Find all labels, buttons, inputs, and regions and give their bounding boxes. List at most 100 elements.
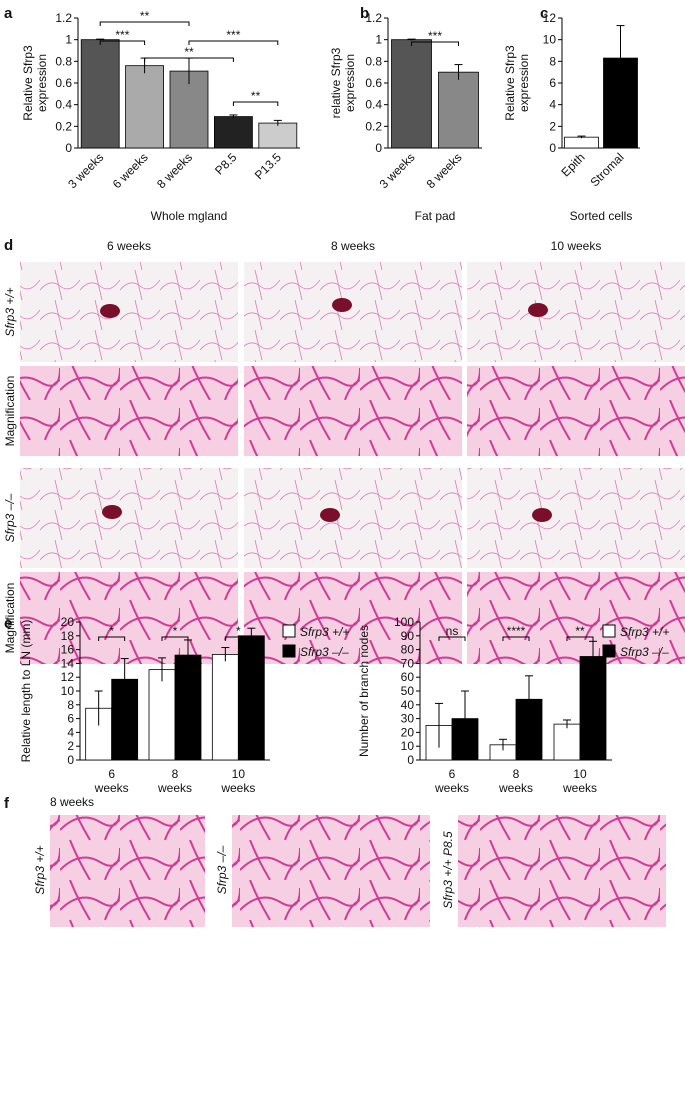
y-tick-label: 10 bbox=[61, 684, 75, 698]
legend-swatch bbox=[282, 644, 296, 658]
significance-label: *** bbox=[115, 28, 129, 42]
x-tick-label: Stromal bbox=[587, 150, 626, 189]
y-tick-label: 1.2 bbox=[55, 11, 72, 25]
y-tick-label: 12 bbox=[543, 11, 557, 25]
column-header: 8 weeks bbox=[331, 239, 375, 253]
y-axis-label: Relative Sfrp3expression bbox=[503, 45, 531, 121]
y-tick-label: 0 bbox=[67, 753, 74, 767]
x-tick-label: 6 weeks bbox=[94, 767, 129, 795]
x-axis-label: Fat pad bbox=[415, 209, 456, 223]
y-tick-label: 12 bbox=[61, 670, 75, 684]
x-tick-label: 3 weeks bbox=[65, 150, 106, 191]
micrograph bbox=[50, 815, 205, 927]
significance-bracket bbox=[98, 636, 126, 641]
significance-bracket bbox=[232, 101, 279, 106]
y-tick-label: 4 bbox=[67, 725, 74, 739]
lymph-node bbox=[528, 303, 548, 317]
y-tick-label: 0 bbox=[375, 141, 382, 155]
panel-label: f bbox=[4, 795, 10, 812]
lymph-node bbox=[320, 508, 340, 522]
significance-label: **** bbox=[507, 624, 526, 638]
significance-label: * bbox=[173, 624, 178, 638]
bar bbox=[80, 39, 120, 149]
significance-bracket bbox=[188, 40, 279, 45]
panel-label: e bbox=[4, 615, 12, 632]
significance-bracket bbox=[99, 40, 146, 45]
micrograph bbox=[467, 468, 685, 568]
bar bbox=[148, 669, 176, 761]
panel-label: a bbox=[4, 5, 13, 22]
significance-bracket bbox=[438, 636, 466, 641]
significance-bracket bbox=[99, 21, 190, 26]
y-tick-label: 1 bbox=[65, 33, 72, 47]
micrograph bbox=[467, 366, 685, 456]
y-tick-label: 90 bbox=[401, 629, 415, 643]
significance-label: * bbox=[109, 624, 114, 638]
x-tick-label: 8 weeks bbox=[157, 767, 192, 795]
y-axis-label: Relative Sfrp3expression bbox=[21, 45, 49, 121]
micrograph bbox=[20, 468, 238, 568]
y-tick-label: 0 bbox=[407, 753, 414, 767]
panel-label: b bbox=[360, 5, 369, 22]
column-header: 6 weeks bbox=[107, 239, 151, 253]
column-header: 10 weeks bbox=[551, 239, 602, 253]
y-tick-label: 8 bbox=[67, 698, 74, 712]
significance-label: * bbox=[236, 624, 241, 638]
x-tick-label: P13.5 bbox=[252, 150, 284, 182]
y-tick-label: 40 bbox=[401, 698, 415, 712]
y-tick-label: 20 bbox=[401, 725, 415, 739]
y-tick-label: 0.4 bbox=[365, 98, 382, 112]
y-tick-label: 18 bbox=[61, 629, 75, 643]
y-axis-label: relative Sfrp3expression bbox=[329, 47, 357, 118]
x-tick-label: 10 weeks bbox=[562, 767, 597, 795]
y-tick-label: 0.2 bbox=[365, 119, 382, 133]
y-tick-label: 30 bbox=[401, 712, 415, 726]
micrograph bbox=[244, 468, 462, 568]
y-tick-label: 0 bbox=[65, 141, 72, 155]
y-tick-label: 1.2 bbox=[365, 11, 382, 25]
legend-label: Sfrp3 –/– bbox=[620, 645, 669, 659]
lymph-node bbox=[100, 304, 120, 318]
x-tick-label: Epith bbox=[558, 150, 587, 179]
micrographs bbox=[20, 262, 685, 927]
bar bbox=[211, 654, 239, 761]
row-label: Magnification bbox=[3, 583, 17, 654]
y-tick-label: 10 bbox=[543, 33, 557, 47]
micrograph bbox=[20, 572, 238, 664]
significance-bracket bbox=[566, 636, 594, 641]
y-tick-label: 6 bbox=[549, 76, 556, 90]
significance-bracket bbox=[161, 636, 189, 641]
micrograph bbox=[458, 815, 666, 927]
y-tick-label: 0.6 bbox=[55, 76, 72, 90]
row-label: Sfrp3 +/+ bbox=[3, 287, 17, 336]
panel-label: d bbox=[4, 237, 13, 254]
y-axis-label: Relative length to LN (mm) bbox=[19, 620, 33, 763]
row-label: Magnification bbox=[3, 376, 17, 447]
y-tick-label: 2 bbox=[549, 119, 556, 133]
significance-bracket bbox=[502, 636, 530, 641]
lymph-node bbox=[532, 508, 552, 522]
legend-swatch bbox=[602, 644, 616, 658]
significance-bracket bbox=[224, 636, 252, 641]
significance-label: ** bbox=[140, 9, 150, 23]
x-tick-label: 8 weeks bbox=[154, 150, 195, 191]
bar bbox=[174, 654, 202, 761]
legend-label: Sfrp3 –/– bbox=[300, 645, 349, 659]
significance-bracket bbox=[144, 57, 234, 62]
significance-bracket bbox=[411, 41, 459, 46]
y-tick-label: 0 bbox=[549, 141, 556, 155]
y-tick-label: 16 bbox=[61, 643, 75, 657]
y-tick-label: 0.4 bbox=[55, 98, 72, 112]
micrograph bbox=[467, 262, 685, 362]
bar bbox=[258, 122, 298, 149]
y-axis-label: Number of branch nodes bbox=[357, 625, 371, 757]
bar bbox=[553, 723, 581, 761]
y-tick-label: 0.8 bbox=[55, 54, 72, 68]
legend-label: Sfrp3 +/+ bbox=[300, 625, 349, 639]
bar bbox=[125, 65, 164, 149]
significance-label: *** bbox=[428, 29, 442, 43]
y-tick-label: 6 bbox=[67, 712, 74, 726]
y-tick-label: 70 bbox=[401, 656, 415, 670]
x-tick-label: 8 weeks bbox=[424, 150, 465, 191]
